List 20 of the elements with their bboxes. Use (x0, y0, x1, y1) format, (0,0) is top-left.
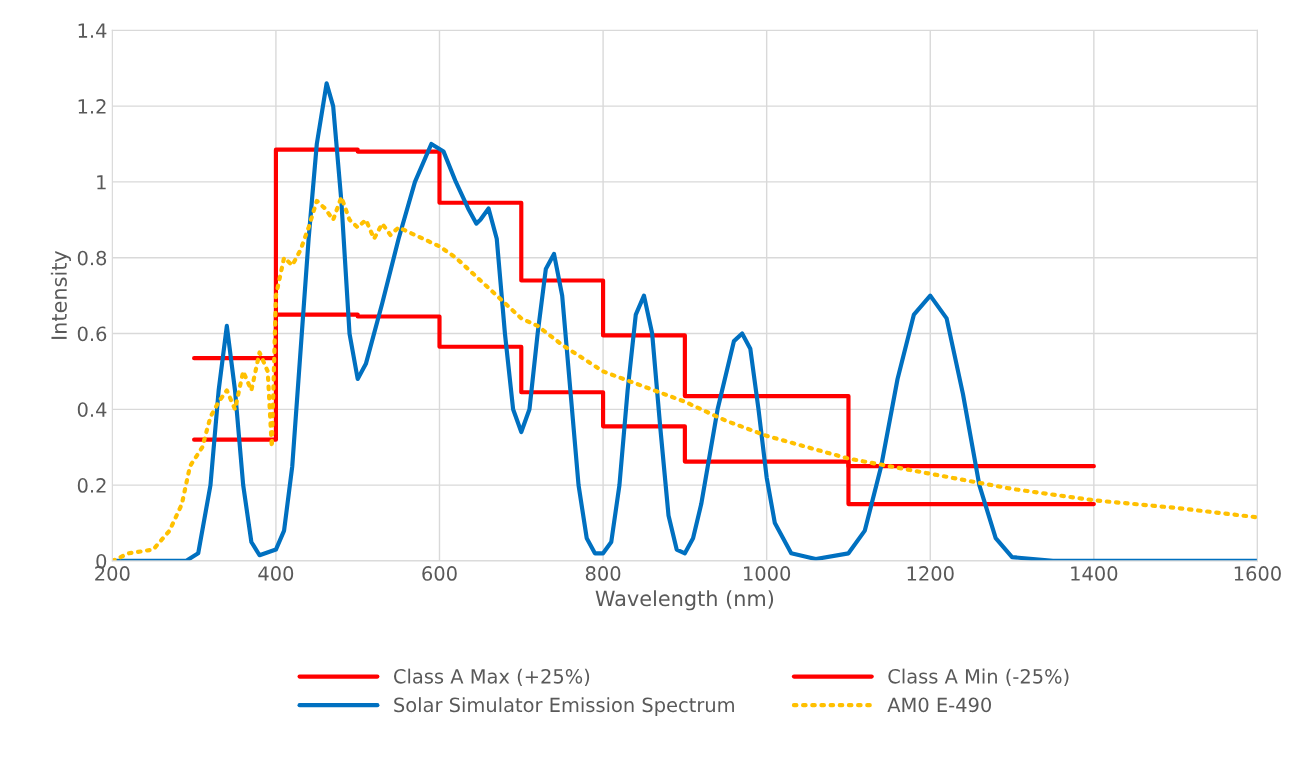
x-tick-label: 1400 (1071, 566, 1118, 581)
y-axis-title: Intensity (50, 250, 71, 339)
x-axis-title: Wavelength (nm) (595, 590, 774, 611)
y-tick-label: 0.6 (77, 326, 107, 342)
y-tick-label: 0.2 (77, 478, 106, 493)
y-tick-label: 1.2 (78, 99, 106, 114)
x-tick-label: 1200 (907, 566, 954, 581)
legend-label: Solar Simulator Emission Spectrum (394, 697, 734, 716)
y-tick-label: 0.4 (77, 402, 107, 417)
y-tick-label: 1 (97, 175, 106, 190)
x-tick-label: 1000 (744, 566, 791, 581)
x-tick-label: 600 (422, 566, 457, 581)
y-tick-label: 0.8 (77, 250, 107, 266)
x-tick-label: 400 (258, 566, 294, 581)
legend-label: AM0 E-490 (887, 697, 992, 713)
legend-label: Class A Max (+25%) (394, 668, 590, 686)
x-tick-label: 1600 (1234, 566, 1281, 581)
x-tick-label: 800 (585, 566, 621, 581)
legend-label: Class A Min (-25%) (888, 668, 1069, 686)
y-tick-label: 1.4 (78, 23, 107, 38)
